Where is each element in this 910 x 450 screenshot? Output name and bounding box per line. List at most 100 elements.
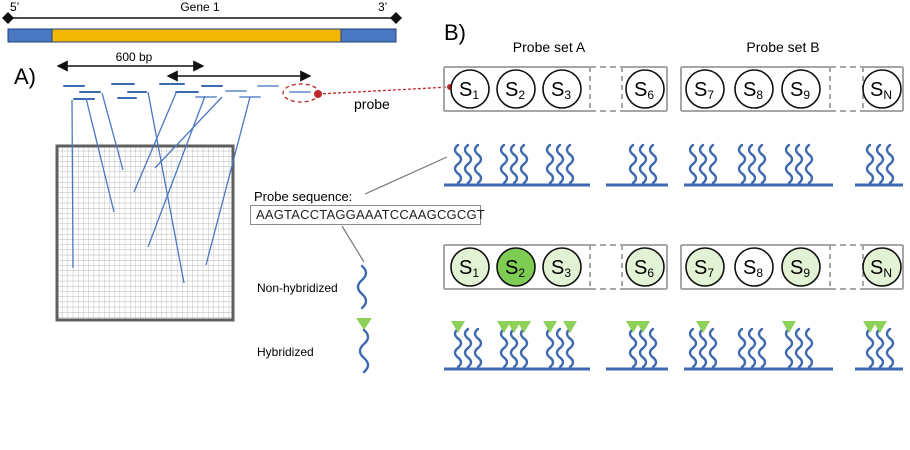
gene-flank-left	[7, 28, 53, 43]
hybridization-marker	[863, 321, 877, 333]
non-hybridized-label: Non-hybridized	[257, 281, 338, 295]
probe-strand	[708, 327, 718, 369]
probe-strand	[453, 143, 463, 185]
set-top-box-edge	[444, 66, 590, 112]
probe-set-a-title: Probe set A	[513, 39, 586, 55]
probe-strand	[784, 327, 794, 369]
probe-spot-row-top: S1 S2 S3 S6 S7 S8 S9 SN	[443, 66, 904, 112]
spot-label: S1	[459, 257, 479, 280]
spot-label: S1	[459, 79, 479, 102]
set-top-box-edge	[863, 66, 903, 112]
set-bottom-box-edge	[681, 244, 830, 290]
spot-circle	[734, 247, 774, 287]
panel-a-label: A)	[14, 64, 36, 89]
probe-strand	[545, 327, 555, 369]
mapping-line	[101, 92, 124, 171]
spot-circle	[685, 69, 725, 109]
probe-strand	[499, 143, 509, 185]
spot-label: S8	[743, 79, 763, 102]
spot-label: S7	[694, 257, 714, 280]
mapping-line	[133, 92, 177, 193]
set-top-box-gap	[590, 66, 622, 112]
non-hybridized-strand-icon	[356, 264, 368, 310]
microarray-surface	[55, 144, 235, 322]
probe-strand	[708, 143, 718, 185]
probe-strand	[473, 143, 483, 185]
hybridized-triangle-icon	[356, 318, 372, 330]
panel-b-label: B)	[444, 20, 466, 45]
set-top-box-gap	[830, 66, 863, 112]
probe-strand	[698, 143, 708, 185]
mapping-line	[85, 97, 115, 213]
mapping-line	[205, 96, 251, 266]
spot-circle	[862, 247, 902, 287]
fragment-mapping-lines	[71, 91, 251, 284]
spot-circle	[450, 247, 490, 287]
set-top-box-edge	[622, 66, 667, 112]
spot-label: S6	[634, 257, 654, 280]
spot-circle	[625, 69, 665, 109]
spot-label: S3	[551, 79, 571, 102]
probe-strand	[865, 143, 875, 185]
probe-strand	[737, 327, 747, 369]
gene-flank-right	[340, 28, 397, 43]
probe-strand	[519, 327, 529, 369]
hybridized-strand-icon	[358, 328, 370, 374]
hybridization-marker	[507, 321, 521, 333]
hybridized-label: Hybridized	[257, 345, 314, 359]
microarray-grid	[55, 144, 235, 322]
probe-strand	[804, 327, 814, 369]
probe-strand	[698, 327, 708, 369]
hybridization-marker	[451, 321, 465, 333]
spot-label: S9	[790, 79, 810, 102]
mapping-line	[71, 99, 74, 269]
spot-label: S8	[743, 257, 763, 280]
probe-strand	[453, 327, 463, 369]
spot-circle	[734, 69, 774, 109]
probe-strand	[499, 327, 509, 369]
spot-label: SN	[870, 257, 892, 280]
probe-spot-row-bottom: S1 S2 S3 S6 S7 S8 S9 SN	[443, 244, 904, 290]
probe-sequence-text: AAGTACCTAGGAAATCCAAGCGCGT	[256, 207, 485, 222]
set-bottom-box-gap	[590, 244, 622, 290]
spot-label: SN	[870, 79, 892, 102]
spot-label: S6	[634, 79, 654, 102]
mapping-line	[147, 91, 185, 284]
span-600bp-label: 600 bp	[116, 50, 153, 64]
probe-strand	[463, 143, 473, 185]
probe-connector-line	[317, 86, 451, 95]
probe-strand	[794, 327, 804, 369]
probe-fragments	[63, 83, 311, 100]
spot-circle	[685, 247, 725, 287]
hybridization-marker	[696, 321, 710, 333]
three-prime-label: 3’	[378, 0, 387, 14]
probe-strand	[885, 327, 895, 369]
hybridization-marker	[873, 321, 887, 333]
gene-diagram: 5’ Gene 1 3’	[2, 0, 402, 43]
probe-strand	[757, 327, 767, 369]
probe-strand	[865, 327, 875, 369]
spot-label: S2	[505, 79, 525, 102]
probe-strand	[628, 143, 638, 185]
spot-circle	[625, 247, 665, 287]
five-prime-label: 5’	[10, 0, 19, 14]
spot-circle	[542, 247, 582, 287]
hybridization-marker	[563, 321, 577, 333]
probe-strand	[565, 327, 575, 369]
probe-strand	[473, 327, 483, 369]
span-arrows: 600 bp	[56, 50, 312, 82]
spot-circle	[862, 69, 902, 109]
spot-circle	[542, 69, 582, 109]
probe-strand	[757, 143, 767, 185]
set-bottom-box-edge	[863, 244, 903, 290]
probe-strand	[555, 327, 565, 369]
probe-strand	[794, 143, 804, 185]
probe-strand	[648, 327, 658, 369]
gene-body	[51, 28, 342, 43]
spot-label: S7	[694, 79, 714, 102]
set-bottom-box-gap	[830, 244, 863, 290]
strand-row-bottom	[444, 321, 903, 371]
spot-label: S9	[790, 257, 810, 280]
probe-label: probe	[354, 96, 390, 112]
